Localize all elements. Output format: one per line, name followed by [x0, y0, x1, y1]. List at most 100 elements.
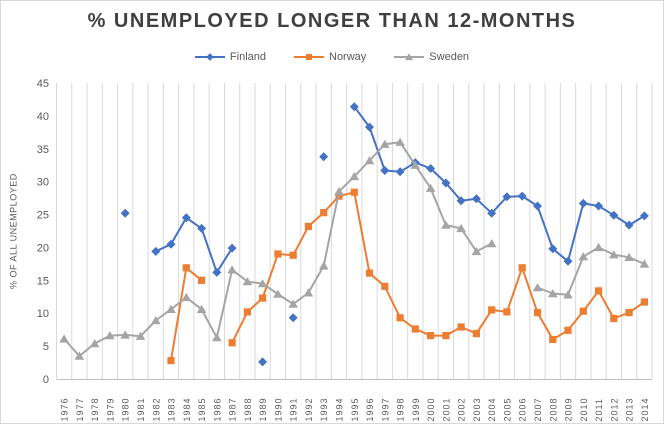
x-tick-label: 2001 — [441, 397, 451, 421]
series-marker-norway — [274, 250, 282, 258]
x-tick-label: 2005 — [502, 397, 512, 421]
series-marker-finland — [502, 192, 512, 202]
series-marker-sweden — [471, 246, 482, 256]
series-marker-norway — [503, 308, 511, 316]
x-tick-label: 1982 — [151, 397, 161, 421]
series-marker-norway — [472, 330, 480, 338]
x-tick-label: 1977 — [75, 397, 85, 421]
series-marker-norway — [381, 282, 389, 290]
chart-legend: Finland Norway Sweden — [1, 50, 663, 64]
x-tick-label: 1989 — [258, 397, 268, 421]
series-marker-finland — [365, 122, 374, 132]
series-marker-sweden — [105, 331, 115, 340]
series-marker-finland — [456, 196, 466, 206]
series-marker-finland — [349, 102, 359, 112]
x-tick-label: 1983 — [167, 397, 177, 421]
x-tick-label: 1995 — [350, 397, 360, 421]
x-tick-label: 1985 — [197, 397, 207, 421]
y-tick-label: 30 — [37, 177, 49, 189]
series-marker-norway — [243, 308, 251, 316]
series-marker-norway — [365, 269, 374, 277]
x-tick-label: 2006 — [518, 397, 528, 421]
series-marker-norway — [640, 298, 648, 306]
series-marker-finland — [578, 198, 588, 208]
series-marker-sweden — [425, 183, 436, 192]
x-tick-label: 2000 — [426, 397, 436, 421]
x-tick-label: 2008 — [548, 397, 558, 421]
series-marker-sweden — [181, 292, 192, 302]
series-marker-sweden — [364, 156, 375, 165]
y-tick-label: 35 — [37, 144, 49, 156]
series-marker-finland — [380, 166, 390, 175]
series-marker-norway — [457, 323, 465, 331]
series-marker-finland — [563, 256, 573, 266]
series-marker-sweden — [593, 242, 604, 252]
series-marker-norway — [533, 309, 542, 317]
x-tick-label: 2010 — [579, 397, 589, 421]
legend-marker — [405, 53, 414, 61]
series-marker-sweden — [624, 252, 634, 261]
series-marker-finland — [441, 178, 451, 188]
series-marker-sweden — [59, 334, 69, 343]
series-marker-sweden — [486, 239, 497, 248]
x-tick-label: 1996 — [365, 397, 375, 421]
x-tick-label: 1981 — [136, 397, 146, 421]
x-tick-label: 2011 — [594, 398, 604, 421]
x-tick-label: 1998 — [396, 397, 406, 421]
legend-triangle-icon — [394, 53, 425, 61]
x-tick-label: 1976 — [60, 397, 70, 421]
series-marker-norway — [289, 251, 297, 259]
series-line-sweden — [63, 141, 493, 357]
legend-diamond-icon — [194, 53, 225, 61]
y-tick-label: 15 — [37, 275, 49, 287]
y-tick-label: 40 — [37, 111, 49, 123]
x-tick-label: 1992 — [304, 397, 314, 421]
series-marker-sweden — [273, 289, 283, 298]
series-line-norway — [231, 191, 646, 344]
x-tick-label: 1993 — [319, 397, 329, 421]
series-marker-finland — [197, 223, 207, 233]
series-marker-finland — [258, 357, 268, 367]
series-marker-norway — [396, 314, 404, 322]
series-marker-norway — [228, 339, 236, 347]
series-marker-sweden — [410, 160, 421, 169]
x-tick-label: 1986 — [212, 397, 222, 421]
x-tick-label: 1999 — [411, 397, 421, 421]
series-marker-sweden — [578, 252, 589, 261]
legend-item-norway: Norway — [294, 51, 366, 63]
series-marker-norway — [320, 209, 328, 217]
series-marker-norway — [595, 287, 603, 295]
legend-label: Sweden — [429, 51, 470, 63]
series-marker-finland — [609, 210, 619, 220]
series-marker-norway — [518, 264, 526, 272]
y-tick-label: 25 — [37, 210, 49, 222]
y-tick-label: 5 — [43, 341, 49, 353]
y-tick-label: 10 — [37, 308, 49, 320]
series-marker-sweden — [135, 331, 146, 340]
series-marker-sweden — [303, 288, 314, 297]
series-marker-norway — [564, 326, 572, 334]
legend-square-icon — [294, 53, 324, 61]
series-marker-finland — [533, 201, 542, 211]
x-tick-label: 1984 — [182, 397, 192, 421]
series-marker-sweden — [639, 259, 650, 268]
series-marker-sweden — [89, 339, 100, 348]
series-marker-finland — [227, 243, 237, 253]
series-marker-norway — [610, 314, 618, 323]
series-marker-sweden — [242, 277, 253, 286]
x-tick-label: 2012 — [609, 397, 619, 421]
x-tick-label: 1979 — [105, 397, 115, 421]
series-marker-sweden — [74, 351, 85, 360]
series-marker-finland — [548, 244, 558, 254]
series-marker-sweden — [395, 137, 405, 146]
series-marker-norway — [427, 332, 435, 340]
series-marker-sweden — [227, 265, 237, 274]
series-marker-finland — [151, 246, 161, 256]
series-marker-finland — [120, 208, 130, 218]
series-marker-sweden — [379, 139, 390, 148]
series-marker-sweden — [166, 304, 176, 313]
series-marker-finland — [471, 194, 481, 204]
series-marker-finland — [166, 239, 176, 249]
